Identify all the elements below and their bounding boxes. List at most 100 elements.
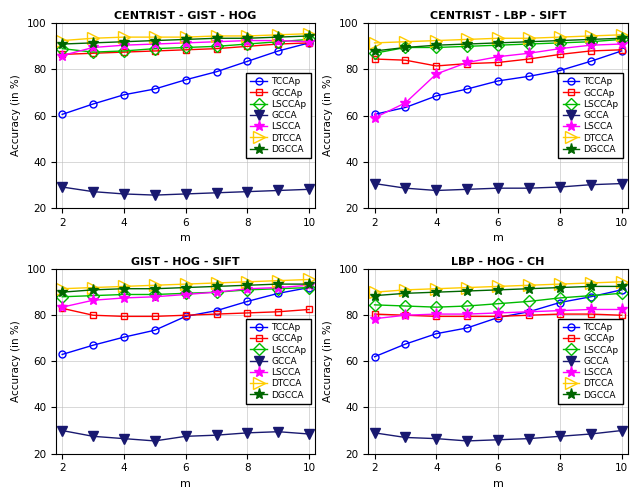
GCCAp [212,311,220,317]
TCCAp [494,314,502,320]
LSCCAp [587,292,595,298]
DTCCA [89,284,97,290]
GCCA [151,438,159,444]
TCCAp [120,92,128,98]
GCCA [587,182,595,188]
DTCCA [371,40,378,46]
Legend: TCCAp, GCCAp, LSCCAp, GCCA, LSCCA, DTCCA, DGCCA: TCCAp, GCCAp, LSCCAp, GCCA, LSCCA, DTCCA… [558,72,623,158]
DTCCA [556,34,564,40]
Legend: TCCAp, GCCAp, LSCCAp, GCCA, LSCCA, DTCCA, DGCCA: TCCAp, GCCAp, LSCCAp, GCCA, LSCCA, DTCCA… [246,318,311,404]
LSCCA [433,71,440,77]
GCCAp [151,314,159,320]
Y-axis label: Accuracy (in %): Accuracy (in %) [323,320,333,402]
Line: LSCCA: LSCCA [56,280,315,312]
Line: LSCCAp: LSCCAp [371,36,626,58]
LSCCA [212,38,220,44]
GCCAp [525,56,532,62]
LSCCAp [433,304,440,310]
DTCCA [58,286,66,292]
LSCCAp [151,292,159,298]
GCCAp [371,311,378,317]
GCCA [244,430,252,436]
Line: GCCA: GCCA [370,426,627,446]
GCCA [401,185,409,191]
LSCCA [182,292,189,298]
GCCA [371,180,378,186]
LSCCA [58,52,66,59]
DGCCA [212,36,220,42]
TCCAp [401,341,409,347]
X-axis label: m: m [180,233,191,243]
LSCCA [618,306,625,312]
DTCCA [618,32,625,38]
DGCCA [151,38,159,44]
DTCCA [401,38,409,44]
GCCAp [371,56,378,62]
LSCCAp [89,292,97,298]
LSCCA [120,42,128,48]
GCCAp [89,312,97,318]
GCCA [371,430,378,436]
TCCAp [244,298,252,304]
LSCCA [433,311,440,317]
LSCCA [525,309,532,315]
GCCAp [401,57,409,63]
LSCCA [494,310,502,316]
GCCAp [182,312,189,318]
GCCAp [463,314,471,320]
DGCCA [401,290,409,296]
GCCA [305,186,313,192]
GCCAp [587,48,595,54]
LSCCA [212,289,220,295]
LSCCA [371,316,378,322]
Line: DGCCA: DGCCA [56,30,315,50]
DTCCA [433,286,440,292]
DGCCA [275,34,282,40]
Line: LSCCA: LSCCA [369,304,627,324]
GCCAp [401,312,409,318]
GCCA [463,438,471,444]
LSCCA [182,40,189,46]
GCCAp [556,52,564,58]
DTCCA [587,280,595,286]
LSCCAp [182,44,189,51]
LSCCA [244,286,252,292]
GCCAp [618,47,625,53]
TCCAp [182,314,189,320]
X-axis label: m: m [493,479,504,489]
LSCCA [305,282,313,288]
GCCA [494,185,502,191]
GCCAp [618,312,625,318]
DTCCA [525,36,532,42]
GCCA [151,192,159,198]
GCCA [275,428,282,434]
LSCCAp [401,44,409,51]
LSCCAp [587,38,595,44]
LSCCAp [275,38,282,44]
GCCA [58,428,66,434]
Line: GCCA: GCCA [58,426,314,446]
TCCAp [433,93,440,99]
GCCAp [275,309,282,315]
GCCA [618,428,625,434]
DTCCA [120,34,128,40]
DTCCA [433,38,440,44]
DGCCA [494,40,502,46]
DTCCA [89,36,97,42]
Line: DGCCA: DGCCA [56,278,315,297]
DGCCA [525,286,532,292]
TCCAp [587,294,595,300]
DGCCA [433,42,440,48]
TCCAp [305,284,313,290]
DGCCA [587,284,595,290]
DTCCA [494,36,502,42]
DTCCA [275,32,282,38]
DGCCA [182,36,189,43]
GCCA [89,434,97,440]
Line: GCCAp: GCCAp [59,305,312,320]
LSCCAp [525,298,532,304]
GCCAp [463,60,471,66]
DGCCA [371,292,378,298]
LSCCA [618,41,625,47]
TCCAp [275,290,282,296]
